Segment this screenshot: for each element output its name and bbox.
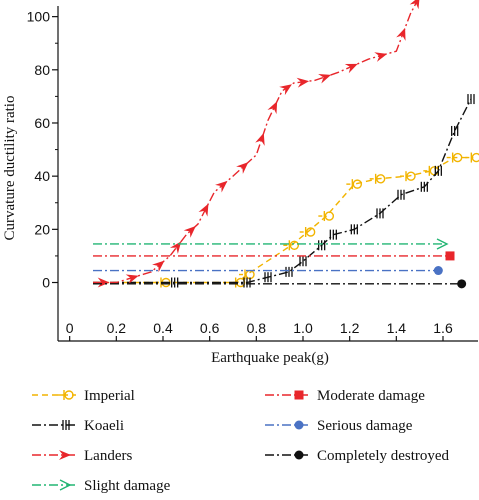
data-point <box>294 420 304 430</box>
x-tick-label: 1.2 <box>340 320 360 336</box>
series-line <box>93 156 474 284</box>
data-point <box>397 189 405 200</box>
data-point <box>434 165 442 176</box>
data-point <box>329 229 337 240</box>
data-point <box>169 241 182 254</box>
data-point <box>152 260 165 273</box>
y-tick-label: 0 <box>42 275 50 291</box>
data-point <box>436 238 449 250</box>
data-point <box>58 390 74 400</box>
data-point <box>125 274 139 285</box>
data-point <box>376 208 384 219</box>
data-point <box>457 279 467 289</box>
y-tick-label: 100 <box>27 9 51 25</box>
data-point <box>344 63 358 74</box>
x-axis-label: Earthquake peak(g) <box>211 350 329 366</box>
plot-area <box>93 0 479 289</box>
legend-item: Moderate damage <box>265 388 425 404</box>
legend-label: Moderate damage <box>317 388 425 404</box>
data-point <box>59 479 72 491</box>
x-tick-label: 1.4 <box>387 320 407 336</box>
legend: Imperial Moderate damage Koaeli Serious dam… <box>32 388 450 494</box>
legend-item: Imperial <box>32 388 135 404</box>
data-point <box>318 73 332 84</box>
data-point <box>285 266 293 277</box>
legend-label: Landers <box>84 448 132 464</box>
data-point <box>465 152 479 163</box>
axes: 0 20 40 60 80 100 0 0.2 0.4 0.6 0.8 1.0 1.2 1.4 1.6 <box>27 6 478 342</box>
legend-label: Completely destroyed <box>317 448 450 464</box>
data-point <box>400 171 416 182</box>
series-serious-damage <box>93 266 443 276</box>
data-point <box>183 225 196 238</box>
data-point <box>255 132 265 146</box>
data-point <box>467 94 475 105</box>
data-point <box>299 256 307 267</box>
legend-item: Completely destroyed <box>265 448 450 464</box>
data-point <box>62 420 70 430</box>
y-tick-label: 80 <box>34 62 50 78</box>
series-completely-destroyed <box>93 279 467 289</box>
y-tick-label: 40 <box>34 168 50 184</box>
data-point <box>396 27 406 41</box>
y-axis-label: Curvature ductility ratio <box>2 96 18 241</box>
data-point <box>236 162 249 174</box>
x-tick-label: 0.2 <box>107 320 127 336</box>
x-tick-label: 1.6 <box>433 320 453 336</box>
data-point <box>59 450 71 460</box>
y-tick-label: 60 <box>34 115 50 131</box>
data-point <box>318 211 335 222</box>
data-point <box>451 125 459 136</box>
data-point <box>215 180 228 193</box>
series-slight-damage <box>93 238 449 250</box>
data-point <box>97 277 110 288</box>
data-point <box>369 173 386 184</box>
x-tick-label: 0 <box>66 320 74 336</box>
data-point <box>283 240 300 251</box>
legend-label: Imperial <box>84 388 135 404</box>
legend-label: Koaeli <box>84 418 124 434</box>
legend-item: Koaeli <box>32 418 124 434</box>
data-point <box>350 224 358 235</box>
legend-label: Slight damage <box>84 478 171 494</box>
series-koaeli <box>93 94 475 288</box>
x-tick-label: 0.8 <box>247 320 267 336</box>
data-point <box>171 277 179 288</box>
data-point <box>267 101 278 115</box>
data-point <box>294 390 304 400</box>
data-point <box>374 52 388 62</box>
data-point <box>433 266 443 276</box>
data-point <box>409 0 420 10</box>
series-line <box>93 98 472 284</box>
legend-item: Landers <box>32 448 132 464</box>
series-line <box>93 0 419 284</box>
data-point <box>264 272 272 283</box>
data-point <box>318 240 326 251</box>
legend-item: Slight damage <box>32 478 171 494</box>
data-point <box>279 84 292 96</box>
y-tick-label: 20 <box>34 221 50 237</box>
series-landers <box>93 0 420 288</box>
data-point <box>243 277 251 288</box>
data-point <box>296 77 310 88</box>
data-point <box>299 226 316 237</box>
data-point <box>346 179 363 190</box>
data-point <box>420 181 428 192</box>
x-tick-label: 0.4 <box>153 320 173 336</box>
series-moderate-damage <box>93 251 455 261</box>
x-tick-label: 1.0 <box>293 320 313 336</box>
x-tick-label: 0.6 <box>200 320 220 336</box>
data-point <box>445 251 455 261</box>
legend-label: Serious damage <box>317 418 413 434</box>
legend-item: Serious damage <box>265 418 413 434</box>
data-point <box>446 152 463 163</box>
data-point <box>294 450 304 460</box>
data-point <box>198 203 209 217</box>
